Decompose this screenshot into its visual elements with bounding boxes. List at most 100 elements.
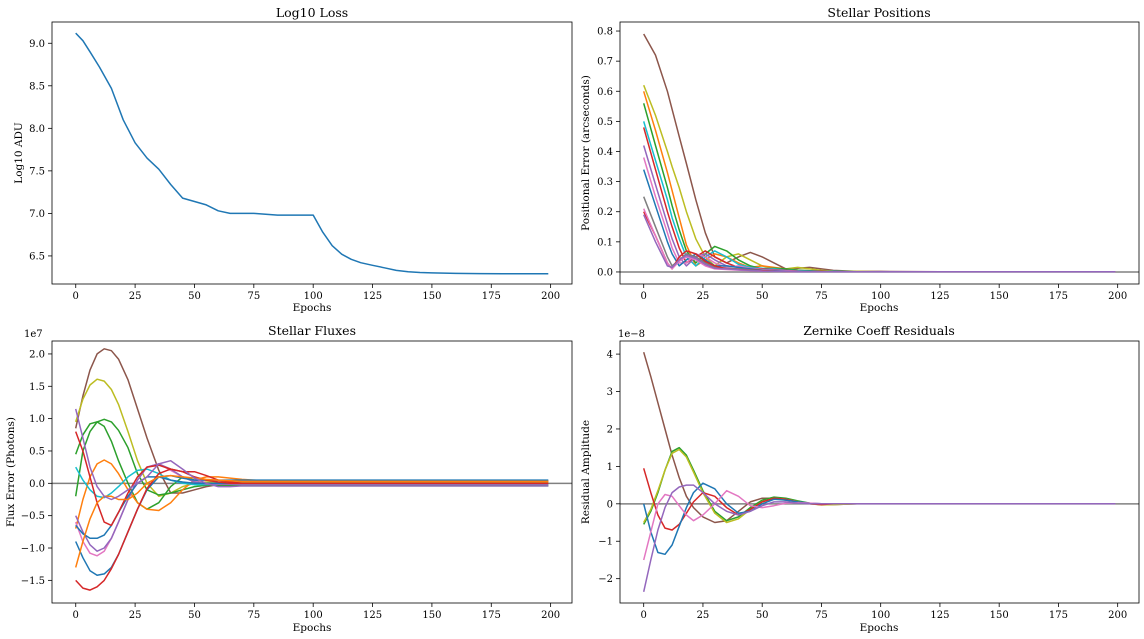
y-tick-label: 0.7 <box>597 57 613 68</box>
series-line-14 <box>74 408 549 501</box>
x-axis-label: Epochs <box>860 302 899 314</box>
y-axis-multiplier: 1e7 <box>24 329 43 340</box>
y-tick-label: −2 <box>598 574 613 585</box>
x-tick-label: 175 <box>482 610 501 621</box>
x-tick-label: 150 <box>990 610 1009 621</box>
y-tick-label: 0.8 <box>597 27 613 38</box>
x-tick-label: 100 <box>304 610 323 621</box>
series-line-12 <box>74 431 549 527</box>
x-tick-label: 125 <box>930 291 949 302</box>
x-tick-label: 50 <box>756 610 769 621</box>
y-tick-label: 0.5 <box>597 117 613 128</box>
y-axis-label: Positional Error (arcseconds) <box>580 75 592 231</box>
series-line-7 <box>642 484 1116 592</box>
x-tick-label: 0 <box>641 291 647 302</box>
x-tick-label: 175 <box>1049 291 1068 302</box>
panel-title: Stellar Positions <box>827 5 930 20</box>
x-tick-label: 0 <box>73 610 79 621</box>
x-tick-label: 150 <box>990 291 1009 302</box>
x-tick-label: 200 <box>541 610 560 621</box>
x-tick-label: 200 <box>1108 610 1127 621</box>
y-tick-label: 0.1 <box>597 237 613 248</box>
x-tick-label: 0 <box>641 610 647 621</box>
series-line-5 <box>74 459 549 529</box>
axes-frame <box>51 21 573 285</box>
x-tick-label: 25 <box>697 610 710 621</box>
x-tick-label: 25 <box>129 610 142 621</box>
x-tick-label: 75 <box>247 610 260 621</box>
x-tick-label: 50 <box>188 610 201 621</box>
series-line-1 <box>643 33 1116 273</box>
plot-area: 0 25 50 75 100 125 150 175 200 −2 −1 0 1 2 3 4 <box>598 340 1140 621</box>
y-tick-label: 0.5 <box>29 446 45 457</box>
series-line-6 <box>642 489 1116 561</box>
y-tick-label: 6.5 <box>29 251 45 262</box>
x-tick-label: 200 <box>1108 291 1127 302</box>
plot-area: 0 25 50 75 100 125 150 175 200 6.5 7.0 7.5 8.0 8.5 9.0 <box>29 21 573 302</box>
x-tick-label: 150 <box>422 610 441 621</box>
y-tick-label: 9.0 <box>29 39 45 50</box>
x-axis-label: Epochs <box>293 622 332 634</box>
series-line-5 <box>642 121 1116 273</box>
y-tick-label: 0.0 <box>29 479 45 490</box>
x-tick-label: 175 <box>1049 610 1068 621</box>
y-tick-label: −1 <box>598 537 613 548</box>
y-axis-label: Flux Error (Photons) <box>5 417 17 527</box>
y-tick-label: 7.0 <box>29 209 45 220</box>
y-tick-label: 0 <box>607 499 613 510</box>
y-tick-label: 7.5 <box>29 166 45 177</box>
series-line-2 <box>643 84 1116 273</box>
series-line-4 <box>642 468 1116 531</box>
y-tick-label: 4 <box>607 350 613 361</box>
y-tick-label: 8.5 <box>29 81 45 92</box>
x-tick-label: 125 <box>930 610 949 621</box>
panel-stellar-positions: Stellar Positions Epochs Positional Erro… <box>580 5 1140 314</box>
x-tick-label: 125 <box>363 610 382 621</box>
axes-frame <box>619 340 1140 604</box>
x-tick-label: 100 <box>871 610 890 621</box>
panel-zernike-residuals: Zernike Coeff Residuals Epochs Residual … <box>580 323 1140 634</box>
x-tick-label: 125 <box>363 291 382 302</box>
y-tick-label: −1.0 <box>21 544 45 555</box>
series-line-7 <box>642 145 1116 273</box>
plot-area: 0 25 50 75 100 125 150 175 200 −1.5 −1.0 −0.5 0.0 0.5… <box>21 340 573 621</box>
y-tick-label: 2 <box>607 424 613 435</box>
series-line-13 <box>643 214 1116 273</box>
series-line-1 <box>74 348 549 494</box>
series-line-10 <box>75 474 549 576</box>
x-tick-label: 25 <box>129 291 142 302</box>
y-tick-label: 0.2 <box>597 207 613 218</box>
y-tick-label: 3 <box>607 387 613 398</box>
series-line-3 <box>642 91 1116 273</box>
series-line-1 <box>75 32 549 275</box>
series-line-5 <box>642 482 1116 556</box>
y-tick-label: −1.5 <box>21 576 45 587</box>
x-tick-label: 0 <box>73 291 79 302</box>
y-tick-label: −0.5 <box>21 511 45 522</box>
y-tick-label: 1.0 <box>29 414 45 425</box>
y-axis-label: Log10 ADU <box>13 122 25 184</box>
x-tick-label: 25 <box>697 291 710 302</box>
y-axis-multiplier: 1e−8 <box>618 329 645 340</box>
plot-area: 0 25 50 75 100 125 150 175 200 0.0 0.1 0.2 0.3 0.4 0.5… <box>597 21 1140 302</box>
y-axis-label: Residual Amplitude <box>580 420 592 524</box>
x-tick-label: 50 <box>756 291 769 302</box>
y-tick-label: 0.6 <box>597 87 613 98</box>
y-tick-label: 0.3 <box>597 177 613 188</box>
x-tick-label: 50 <box>188 291 201 302</box>
series-line-3 <box>643 448 1116 524</box>
x-tick-label: 75 <box>815 610 828 621</box>
series-line-6 <box>642 127 1116 273</box>
x-tick-label: 75 <box>815 291 828 302</box>
x-tick-label: 175 <box>482 291 501 302</box>
x-tick-label: 200 <box>541 291 560 302</box>
panel-stellar-fluxes: Stellar Fluxes Epochs Flux Error (Photon… <box>5 323 573 634</box>
x-tick-label: 75 <box>247 291 260 302</box>
x-tick-label: 100 <box>304 291 323 302</box>
x-tick-label: 100 <box>871 291 890 302</box>
x-axis-label: Epochs <box>860 622 899 634</box>
panel-title: Zernike Coeff Residuals <box>803 323 955 338</box>
x-tick-label: 150 <box>422 291 441 302</box>
y-tick-label: 0.4 <box>597 147 613 158</box>
